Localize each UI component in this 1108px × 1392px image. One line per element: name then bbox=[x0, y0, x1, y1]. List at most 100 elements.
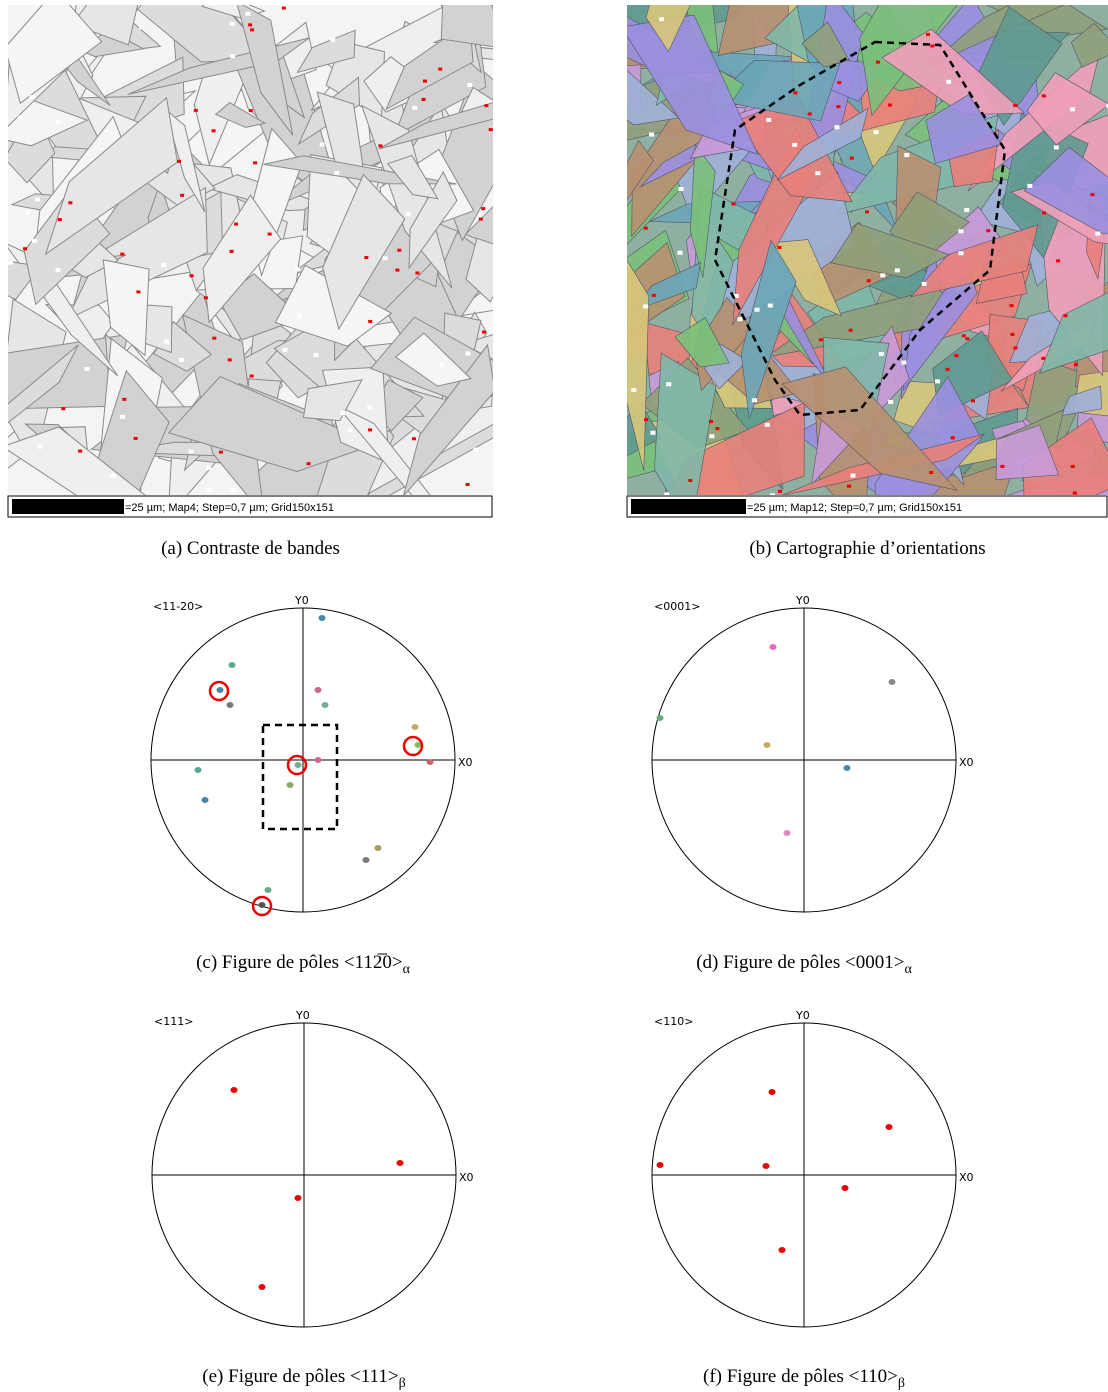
grain bbox=[8, 426, 146, 495]
red-pixel bbox=[421, 97, 426, 101]
white-pixel bbox=[1027, 183, 1033, 188]
white-pixel bbox=[767, 303, 773, 308]
pole-point bbox=[414, 742, 422, 748]
white-pixel bbox=[296, 313, 302, 318]
white-pixel bbox=[24, 210, 30, 215]
white-pixel bbox=[792, 142, 798, 147]
grain bbox=[394, 332, 472, 387]
dashed-outline bbox=[713, 40, 1007, 417]
grain bbox=[781, 366, 958, 491]
grain bbox=[202, 194, 282, 324]
white-pixel bbox=[737, 317, 743, 322]
red-pixel bbox=[61, 407, 66, 411]
white-pixel bbox=[37, 444, 43, 449]
red-pixel bbox=[950, 436, 955, 440]
red-pixel bbox=[929, 471, 934, 475]
red-pixel bbox=[378, 144, 383, 148]
white-pixel bbox=[347, 428, 353, 433]
white-pixel bbox=[921, 281, 927, 286]
pole-point bbox=[778, 1247, 786, 1253]
grain bbox=[627, 259, 650, 471]
white-pixel bbox=[764, 422, 770, 427]
pole-point bbox=[769, 644, 777, 650]
red-pixel bbox=[23, 247, 28, 251]
white-pixel bbox=[405, 211, 411, 216]
grain bbox=[1070, 22, 1108, 68]
red-pixel bbox=[1072, 491, 1077, 495]
white-pixel bbox=[709, 434, 715, 439]
white-pixel bbox=[120, 414, 126, 419]
red-pixel bbox=[986, 229, 991, 233]
red-pixel bbox=[397, 248, 402, 252]
red-pixel bbox=[364, 256, 369, 260]
grain bbox=[8, 5, 103, 105]
red-pixel bbox=[1056, 259, 1061, 263]
red-pixel bbox=[438, 67, 443, 71]
pole-point bbox=[411, 724, 419, 730]
pole-point bbox=[768, 1089, 776, 1095]
highlight-circle bbox=[402, 735, 424, 757]
red-pixel bbox=[133, 436, 138, 440]
red-pixel bbox=[807, 112, 812, 116]
caption-subscript: β bbox=[399, 1376, 406, 1391]
red-pixel bbox=[481, 330, 486, 334]
pole-direction: <111> bbox=[154, 1015, 193, 1028]
white-pixel bbox=[878, 351, 884, 356]
red-pixel bbox=[229, 249, 234, 253]
grain bbox=[386, 154, 439, 200]
white-pixel bbox=[229, 21, 235, 26]
white-pixel bbox=[465, 351, 471, 356]
white-pixel bbox=[769, 493, 775, 495]
red-pixel bbox=[68, 201, 73, 205]
red-pixel bbox=[488, 128, 493, 132]
white-pixel bbox=[230, 54, 236, 59]
pole-direction: <11-20> bbox=[153, 600, 203, 613]
red-pixel bbox=[481, 207, 486, 211]
red-pixel bbox=[849, 156, 854, 160]
white-pixel bbox=[334, 170, 340, 175]
white-pixel bbox=[34, 197, 40, 202]
scale-bar-frame bbox=[7, 495, 493, 518]
white-pixel bbox=[412, 105, 418, 110]
scale-bar-text: =25 µm; Map12; Step=0,7 µm; Grid150x151 bbox=[747, 502, 962, 514]
highlight-circle bbox=[251, 895, 273, 917]
grain bbox=[925, 94, 1002, 164]
white-pixel bbox=[664, 492, 670, 495]
highlight-circle bbox=[286, 754, 308, 776]
caption-text: (c) Figure de pôles <112̅0> bbox=[196, 952, 402, 973]
grain bbox=[8, 344, 79, 424]
red-pixel bbox=[1073, 363, 1078, 367]
white-pixel bbox=[206, 466, 212, 471]
pole-point bbox=[396, 1160, 404, 1166]
y-axis-label: Y0 bbox=[295, 1009, 310, 1022]
grain bbox=[689, 143, 716, 278]
caption: (b) Cartographie d’orientations bbox=[749, 538, 985, 559]
red-pixel bbox=[249, 374, 254, 378]
red-pixel bbox=[422, 79, 427, 83]
red-pixel bbox=[57, 218, 62, 222]
red-pixel bbox=[777, 245, 782, 249]
pole-point bbox=[314, 687, 322, 693]
white-pixel bbox=[179, 357, 185, 362]
grain bbox=[1060, 385, 1102, 417]
red-pixel bbox=[731, 202, 736, 206]
grain bbox=[645, 5, 691, 53]
pole-point bbox=[843, 765, 851, 771]
grain bbox=[403, 343, 493, 495]
white-pixel bbox=[666, 382, 672, 387]
pole-point bbox=[763, 742, 771, 748]
red-pixel bbox=[848, 328, 853, 332]
white-pixel bbox=[319, 142, 325, 147]
grain bbox=[465, 237, 493, 303]
red-pixel bbox=[281, 6, 286, 10]
grain bbox=[627, 14, 759, 155]
white-pixel bbox=[294, 267, 300, 272]
micrograph bbox=[627, 5, 1108, 495]
pole-point bbox=[783, 830, 791, 836]
y-axis-label: Y0 bbox=[795, 594, 810, 607]
grain bbox=[322, 173, 406, 331]
white-pixel bbox=[1095, 231, 1101, 236]
red-pixel bbox=[715, 427, 720, 431]
grain bbox=[408, 170, 458, 270]
red-pixel bbox=[651, 293, 656, 297]
